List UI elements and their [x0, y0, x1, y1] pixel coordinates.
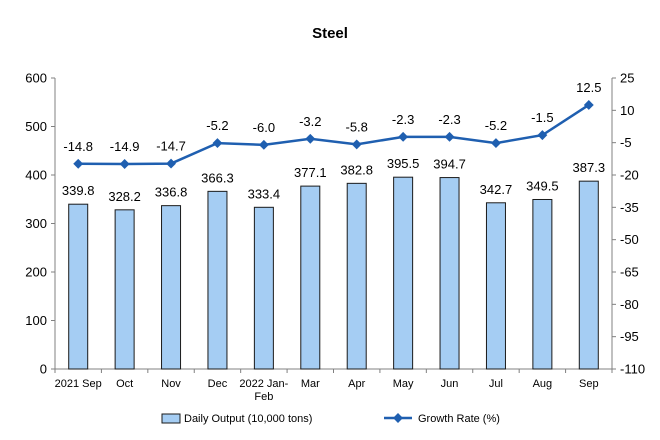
bar: [207, 190, 228, 370]
y-left-tick-label: 600: [25, 71, 47, 86]
category-label: May: [393, 378, 414, 390]
growth-rate-label: -6.0: [253, 120, 275, 135]
y-right-tick-label: -80: [620, 297, 639, 312]
y-right-tick-label: -50: [620, 232, 639, 247]
y-left-tick-label: 200: [25, 265, 47, 280]
legend-line-marker: [393, 413, 403, 423]
bar: [485, 202, 506, 370]
bar-value-label: 333.4: [248, 186, 281, 201]
legend-line-label: Growth Rate (%): [418, 413, 500, 425]
y-right-tick-label: -20: [620, 168, 639, 183]
growth-rate-marker: [73, 158, 84, 169]
bar: [68, 203, 89, 370]
growth-rate-label: -5.2: [485, 118, 507, 133]
growth-rate-label: 12.5: [576, 80, 601, 95]
bar-value-label: 336.8: [155, 185, 188, 200]
growth-rate-marker: [583, 99, 594, 110]
growth-rate-marker: [119, 159, 130, 169]
growth-rate-marker: [398, 131, 409, 142]
y-right-tick-label: -65: [620, 265, 639, 280]
y-right-tick-label: -110: [620, 362, 645, 377]
growth-rate-label: -5.2: [206, 118, 228, 133]
growth-rate-marker: [305, 133, 316, 144]
growth-rate-marker: [444, 131, 455, 142]
growth-rate-label: -5.8: [346, 119, 368, 134]
bar: [439, 177, 460, 370]
growth-rate-label: -14.8: [63, 139, 93, 154]
bar-value-label: 342.7: [480, 182, 513, 197]
bar-value-label: 328.2: [108, 189, 141, 204]
category-label: Mar: [301, 378, 320, 390]
y-left-tick-label: 400: [25, 168, 47, 183]
category-label: Apr: [348, 378, 365, 390]
category-label: Jun: [441, 378, 459, 390]
category-label: Aug: [533, 378, 553, 390]
growth-rate-label: -2.3: [392, 112, 414, 127]
growth-rate-marker: [351, 139, 362, 150]
y-left-tick-label: 0: [40, 362, 47, 377]
growth-rate-marker: [166, 158, 176, 169]
y-right-tick-label: 25: [620, 71, 634, 86]
y-right-tick-label: 10: [620, 103, 634, 118]
y-left-tick-label: 500: [25, 119, 47, 134]
bar-value-label: 377.1: [294, 165, 327, 180]
axes: 0 100 200 300 400 500 600 -110 -95 -80 -65 -50 -35 -2…: [25, 71, 645, 377]
growth-line: [73, 99, 594, 169]
bar-value-label: 387.3: [573, 160, 606, 175]
bar: [393, 176, 414, 370]
bar: [346, 182, 367, 370]
chart-title: Steel: [312, 25, 348, 42]
legend: Daily Output (10,000 tons) Growth Rate (%…: [161, 413, 500, 425]
growth-rate-label: -3.2: [299, 114, 321, 129]
bar-value-label: 366.3: [201, 170, 234, 185]
bar-value-label: 382.8: [340, 162, 373, 177]
category-label: Dec: [208, 378, 228, 390]
growth-rate-line: [78, 103, 590, 166]
y-right-tick-label: -35: [620, 200, 639, 215]
category-label: Nov: [161, 378, 181, 390]
bar: [578, 180, 599, 370]
category-label: 2022 Jan-Feb: [239, 378, 288, 403]
bar-labels: 339.8 328.2 336.8 366.3 333.4 377.1 382.8 395.5…: [62, 156, 605, 204]
category-label: Oct: [116, 378, 133, 390]
growth-rate-marker: [537, 130, 548, 141]
bar: [161, 205, 182, 370]
growth-rate-label: -2.3: [438, 112, 460, 127]
growth-rate-label: -14.9: [110, 139, 140, 154]
growth-rate-label: -1.5: [531, 110, 553, 125]
category-label: Sep: [579, 378, 599, 390]
y-left-tick-label: 300: [25, 216, 47, 231]
bar-value-label: 394.7: [433, 157, 466, 172]
bar: [253, 206, 274, 370]
category-label: Jul: [489, 378, 503, 390]
bar: [300, 185, 321, 370]
category-label: 2021 Sep: [55, 378, 102, 390]
growth-rate-marker: [491, 138, 501, 149]
legend-bar-swatch: [161, 413, 181, 424]
growth-rate-marker: [212, 138, 223, 149]
bar: [114, 209, 135, 370]
legend-bar-label: Daily Output (10,000 tons): [184, 413, 312, 425]
category-labels: 2021 Sep Oct Nov Dec 2022 Jan-Feb Mar Apr May Ju…: [55, 378, 599, 403]
y-right-tick-label: -5: [620, 135, 632, 150]
bars: [68, 176, 599, 370]
line-labels: -14.8 -14.9 -14.7 -5.2 -6.0 -3.2 -5.8 -2.3 -2.3 -…: [63, 80, 601, 154]
growth-rate-label: -14.7: [156, 139, 186, 154]
bar: [532, 198, 553, 370]
y-left-tick-label: 100: [25, 313, 47, 328]
growth-rate-marker: [258, 139, 269, 150]
y-right-tick-label: -95: [620, 329, 639, 344]
bar-value-label: 349.5: [526, 178, 559, 193]
bar-value-label: 395.5: [387, 156, 420, 171]
bar-value-label: 339.8: [62, 183, 95, 198]
